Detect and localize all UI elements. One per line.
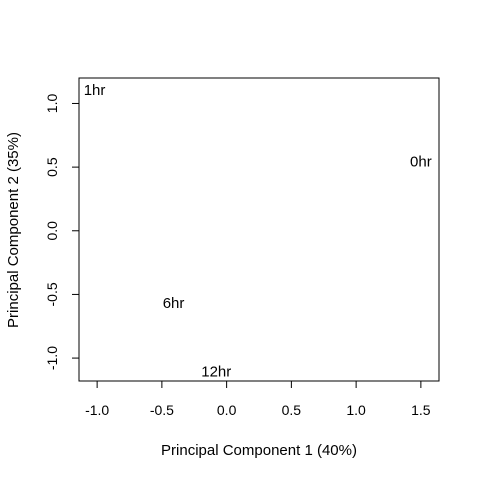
x-tick-label: -1.0 [85,402,109,418]
x-tick-label: 1.5 [411,402,431,418]
plot-box [78,77,440,382]
point-label-6hr: 6hr [163,295,185,312]
x-tick-label: 1.0 [346,402,366,418]
y-axis-title: Principal Component 2 (35%) [5,132,22,328]
y-tick-label: 0.5 [44,157,60,177]
y-tick-label: 0.0 [44,221,60,241]
y-tick-label: -1.0 [44,346,60,370]
x-tick-label: -0.5 [150,402,174,418]
y-axis: -1.0 -0.5 0.0 0.5 1.0 [44,94,80,370]
x-axis-title: Principal Component 1 (40%) [161,442,357,459]
point-label-1hr: 1hr [84,82,106,99]
x-tick-label: 0.0 [217,402,237,418]
y-tick-label: 1.0 [44,94,60,114]
point-label-12hr: 12hr [201,364,231,381]
y-tick-label: -0.5 [44,282,60,306]
x-axis: -1.0 -0.5 0.0 0.5 1.0 1.5 [85,380,431,418]
point-label-0hr: 0hr [410,154,432,171]
x-tick-label: 0.5 [282,402,302,418]
point-labels: 1hr 0hr 6hr 12hr [84,82,432,380]
